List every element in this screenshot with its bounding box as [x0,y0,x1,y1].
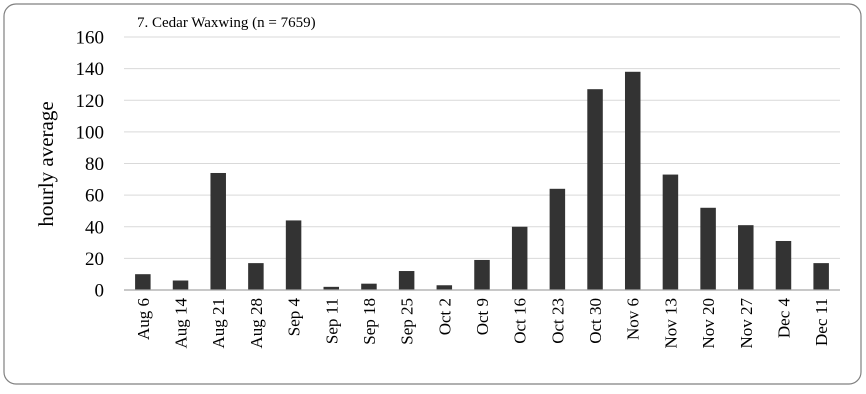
x-tick-label: Aug 21 [209,298,228,349]
x-tick-label: Oct 16 [511,298,530,344]
y-tick-label: 20 [85,249,104,270]
y-axis-label: hourly average [34,101,58,226]
x-tick-label: Oct 30 [586,298,605,344]
x-tick-label: Oct 2 [435,298,454,335]
y-tick-label: 100 [76,122,105,143]
bar [624,71,641,290]
chart-title: 7. Cedar Waxwing (n = 7659) [137,15,316,31]
y-tick-label: 160 [76,28,105,49]
x-tick-label: Sep 11 [322,298,341,344]
x-tick-label: Nov 20 [699,298,718,349]
x-tick-label: Sep 25 [398,298,417,345]
bar [474,259,490,290]
bar [700,207,716,290]
bar [587,89,603,291]
bar [285,220,302,290]
x-tick-label: Aug 28 [247,298,266,349]
bar [323,286,340,290]
y-tick-label: 0 [95,281,105,302]
chart-frame [3,3,862,385]
bar [813,263,829,290]
x-tick-label: Dec 4 [774,298,793,339]
bars [135,71,829,291]
bar [662,174,679,290]
x-tick-label: Nov 6 [624,298,643,340]
bar [775,240,792,290]
bar [549,188,566,290]
y-tick-label: 80 [85,154,104,175]
bar [361,283,377,290]
bar [172,280,189,290]
bar [135,274,151,290]
bar [210,172,226,290]
bar [436,285,453,290]
x-tick-label: Aug 6 [134,298,153,340]
x-tick-label: Nov 27 [737,298,756,349]
gridlines [124,36,840,259]
x-tick-label: Oct 9 [473,298,492,335]
x-tick-label: Sep 4 [285,298,304,337]
x-tick-label: Oct 23 [548,298,567,344]
y-tick-label: 140 [76,59,105,80]
x-tick-label: Dec 11 [812,298,831,346]
y-tick-labels: 0 20 40 60 80 100 120 140 160 [76,28,105,302]
x-tick-label: Nov 13 [661,298,680,349]
bar [248,263,264,290]
y-tick-label: 40 [85,217,104,238]
y-tick-label: 60 [85,186,104,207]
bar [738,225,754,290]
y-tick-label: 120 [76,91,105,112]
x-tick-label: Sep 18 [360,298,379,345]
bar [511,226,528,290]
bar [398,271,415,290]
x-tick-label: Aug 14 [172,298,191,349]
x-tick-labels: Aug 6 Aug 14 Aug 21 Aug 28 Sep 4 Sep 11 Sep 18… [134,298,831,349]
